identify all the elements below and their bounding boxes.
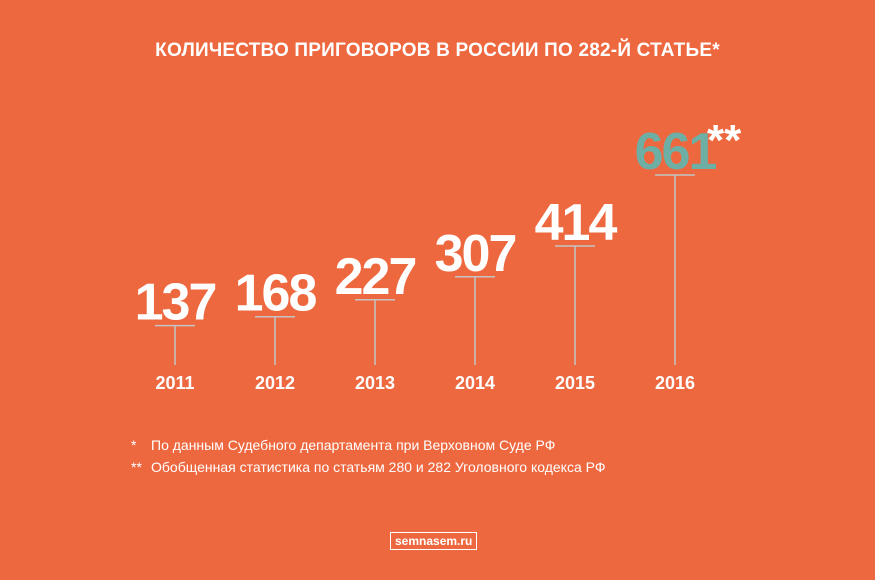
year-label-2013: 2013 — [355, 373, 395, 393]
footnotes: * По данным Судебного департамента при В… — [131, 434, 605, 478]
footnote-1: * По данным Судебного департамента при В… — [131, 434, 605, 456]
value-label-2014: 307 — [435, 225, 516, 283]
year-label-2016: 2016 — [655, 373, 695, 393]
value-label-2011: 137 — [135, 274, 216, 332]
footnote-1-mark: * — [131, 437, 137, 453]
year-label-2011: 2011 — [155, 373, 194, 393]
chart-title: КОЛИЧЕСТВО ПРИГОВОРОВ В РОССИИ ПО 282-Й … — [155, 40, 720, 61]
footnote-1-text: По данным Судебного департамента при Вер… — [151, 437, 556, 453]
value-label-2013: 227 — [335, 248, 416, 306]
value-label-2012: 168 — [235, 265, 317, 323]
value-suffix-2016: ** — [707, 116, 742, 165]
year-label-2014: 2014 — [455, 373, 495, 393]
chart-svg: 137 2011 168 2012 227 2013 307 2014 414 2015 661**… — [135, 116, 743, 393]
footnote-2-text: Обобщенная статистика по статьям 280 и 2… — [151, 459, 606, 475]
value-label-2016: 661 — [635, 123, 717, 181]
footnote-2: ** Обобщенная статистика по статьям 280 … — [131, 456, 605, 478]
year-label-2015: 2015 — [555, 373, 595, 393]
footnote-2-mark: ** — [131, 459, 142, 475]
value-label-2015: 414 — [535, 194, 618, 252]
brand-logo[interactable]: semnasem.ru — [390, 532, 478, 550]
year-label-2012: 2012 — [255, 373, 295, 393]
